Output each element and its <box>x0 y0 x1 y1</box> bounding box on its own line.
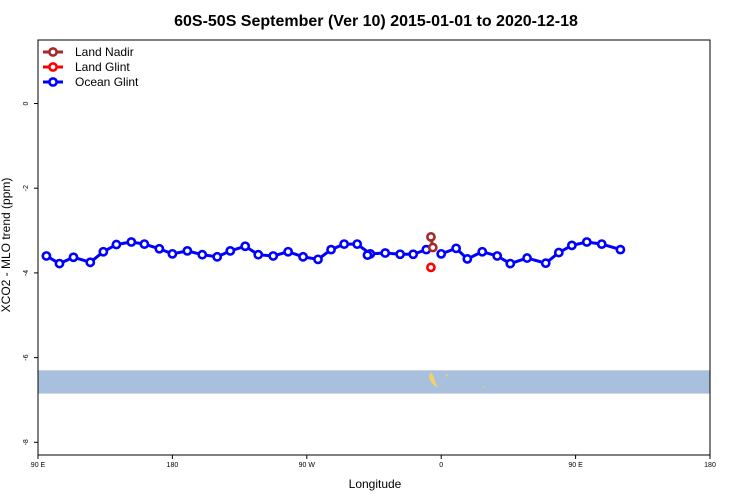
map-land-island <box>445 374 449 377</box>
ocean-glint-point <box>212 251 223 262</box>
ocean-glint-point <box>54 258 65 269</box>
x-tick-label: 180 <box>704 462 716 469</box>
ocean-glint-point <box>615 244 626 255</box>
ocean-glint-point <box>154 243 165 254</box>
ocean-glint-point <box>197 249 208 260</box>
ocean-glint-point <box>167 248 178 259</box>
land-nadir-point <box>426 232 436 242</box>
ocean-glint-point <box>68 252 79 263</box>
x-tick-label: 0 <box>439 462 443 469</box>
ocean-glint-point <box>395 249 406 260</box>
ocean-glint-point <box>477 246 488 257</box>
ocean-glint-point <box>581 237 592 247</box>
ocean-glint-line <box>45 240 427 266</box>
x-tick-label: 90 W <box>299 462 316 469</box>
ocean-glint-point <box>436 248 447 259</box>
land-glint-point <box>426 262 436 273</box>
legend-ocean-glint-marker <box>48 77 58 87</box>
ocean-glint-point <box>492 251 503 261</box>
land-nadir-point <box>427 242 438 253</box>
x-tick-label: 180 <box>167 462 179 469</box>
ocean-glint-point <box>298 251 308 262</box>
ocean-glint-point <box>253 249 264 260</box>
ocean-glint-point <box>553 247 564 258</box>
ocean-glint-point <box>85 257 96 268</box>
legend-land-nadir-marker <box>48 47 58 57</box>
ocean-glint-point <box>139 239 150 250</box>
ocean-glint-point <box>313 254 323 265</box>
ocean-glint-point <box>566 240 577 251</box>
ocean-glint-point <box>596 239 607 250</box>
ocean-glint-point <box>41 251 52 261</box>
ocean-glint-point <box>505 258 516 269</box>
ocean-glint-point <box>240 241 251 252</box>
y-tick-label: -6 <box>23 354 30 360</box>
ocean-glint-point <box>111 239 122 250</box>
y-tick-label: -4 <box>23 270 30 276</box>
y-axis-label: XCO2 - MLO trend (ppm) <box>0 178 13 313</box>
plot-frame <box>37 39 711 456</box>
ocean-glint-point <box>98 246 109 257</box>
legend-land-glint-label: Land Glint <box>75 60 130 74</box>
y-tick-label: -2 <box>23 185 30 191</box>
ocean-glint-point <box>283 246 294 257</box>
legend-land-nadir-label: Land Nadir <box>75 45 134 59</box>
x-tick-label: 90 E <box>568 462 583 469</box>
map-strip <box>38 370 710 394</box>
ocean-glint-point <box>408 249 419 260</box>
ocean-glint-point <box>451 243 462 254</box>
ocean-glint-point <box>522 253 532 263</box>
ocean-glint-point <box>126 237 137 247</box>
ocean-glint-point <box>339 239 350 250</box>
chart-title: 60S-50S September (Ver 10) 2015-01-01 to… <box>174 13 578 30</box>
ocean-glint-point <box>352 239 363 250</box>
plot-area: 0 -2 -4 -6 -8 90 E 180 90 W 0 90 E 180 Land NadirLa… <box>23 39 716 469</box>
ocean-glint-point <box>326 244 336 255</box>
legend-land-glint-marker <box>48 62 58 72</box>
map-land <box>428 372 438 389</box>
ocean-glint-point <box>540 258 551 269</box>
x-axis-label: Longitude <box>349 477 402 491</box>
y-tick-label: 0 <box>23 101 30 105</box>
ocean-glint-point <box>380 248 391 258</box>
map-land-island <box>482 386 485 389</box>
ocean-glint-point <box>462 254 473 264</box>
legend-ocean-glint-label: Ocean Glint <box>75 75 139 89</box>
ocean-glint-point <box>225 245 236 256</box>
ocean-glint-point <box>268 251 279 261</box>
ocean-glint-point <box>362 250 373 261</box>
y-tick-label: -8 <box>23 439 30 445</box>
ocean-glint-point <box>182 245 193 256</box>
x-tick-label: 90 E <box>31 462 46 469</box>
